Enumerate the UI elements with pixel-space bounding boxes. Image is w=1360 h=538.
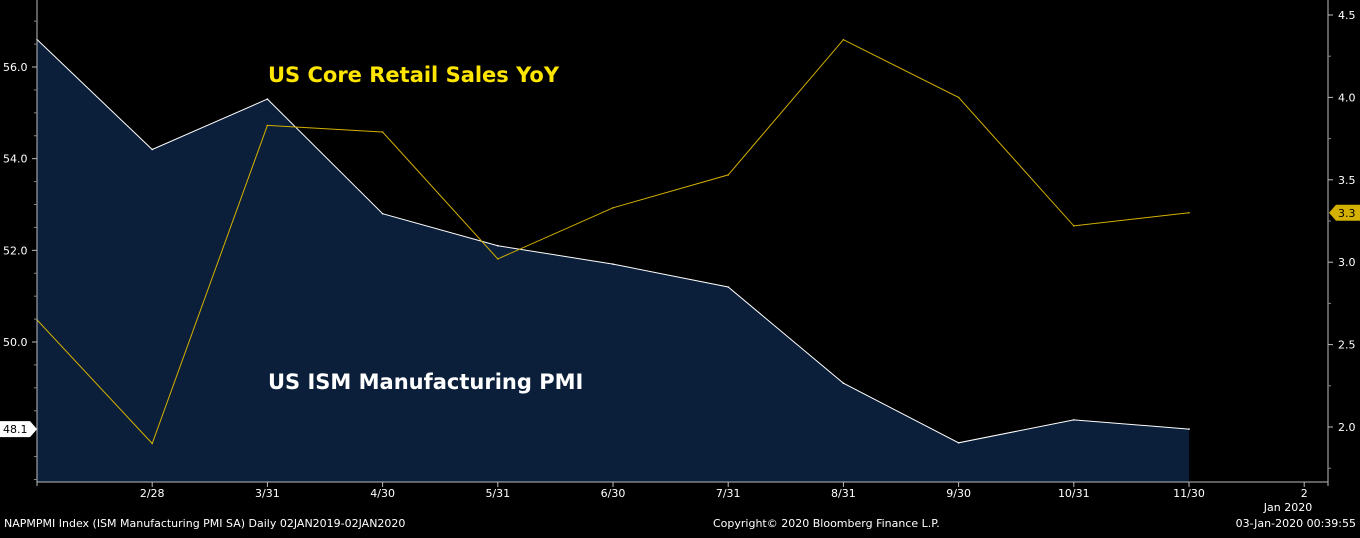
right-axis-tick-label: 2.0 (1338, 421, 1356, 434)
pmi-point (612, 263, 614, 265)
retail-sales-point (612, 207, 614, 209)
retail-sales-annotation: US Core Retail Sales YoY (268, 63, 560, 87)
footer-copyright: Copyright© 2020 Bloomberg Finance L.P. (713, 517, 940, 530)
pmi-annotation: US ISM Manufacturing PMI (268, 370, 583, 394)
pmi-point (266, 98, 269, 100)
right-axis-tick-label: 3.0 (1338, 256, 1356, 269)
retail-sales-point (957, 96, 960, 99)
retail-sales-point (842, 38, 845, 41)
x-axis-tick-label: 7/31 (716, 487, 741, 500)
x-axis-tick-label: 10/31 (1058, 487, 1090, 500)
x-axis-tick-label: 11/30 (1173, 487, 1205, 500)
right-axis-tick-label: 2.5 (1338, 339, 1356, 352)
pmi-point (497, 244, 499, 247)
retail-sales-point (1073, 225, 1075, 227)
right-axis-tick-label: 4.5 (1338, 9, 1356, 22)
footer-timestamp: 03-Jan-2020 00:39:55 (1235, 517, 1356, 530)
left-axis-tick-label: 54.0 (3, 153, 28, 166)
x-axis-tick-label: 4/30 (370, 487, 395, 500)
retail-sales-point (727, 174, 729, 176)
x-axis-tick-label: 8/31 (831, 487, 856, 500)
x-axis-tick-label: 2/28 (140, 487, 165, 500)
x-axis-tick-label: 2 (1301, 487, 1308, 500)
left-axis-tick-label: 56.0 (3, 61, 28, 74)
pmi-area (37, 39, 1189, 482)
pmi-point (1188, 428, 1190, 430)
pmi-point (381, 212, 384, 215)
pmi-point (151, 148, 153, 151)
retail-sales-last-value-label: 3.3 (1338, 207, 1356, 220)
left-axis-tick-label: 50.0 (3, 336, 28, 349)
x-axis-year-label: Jan 2020 (1263, 501, 1312, 514)
pmi-point (727, 286, 729, 288)
left-axis-tick-label: 52.0 (3, 244, 28, 257)
right-axis-tick-label: 3.5 (1338, 174, 1356, 187)
retail-sales-point (151, 442, 153, 445)
x-axis-tick-label: 6/30 (601, 487, 626, 500)
footer-security-description: NAPMPMI Index (ISM Manufacturing PMI SA)… (4, 517, 406, 530)
right-axis-tick-label: 4.0 (1338, 91, 1356, 104)
x-axis-tick-label: 5/31 (485, 487, 510, 500)
pmi-last-value-label: 48.1 (3, 423, 28, 436)
x-axis-tick-label: 3/31 (255, 487, 280, 500)
retail-sales-point (381, 131, 384, 133)
pmi-point (842, 382, 845, 385)
pmi-last-value-tag (0, 421, 37, 438)
pmi-point (1073, 419, 1075, 421)
retail-sales-point (1188, 212, 1190, 214)
retail-sales-last-value-tag (1329, 204, 1360, 221)
retail-sales-point (497, 258, 499, 260)
retail-sales-point (266, 124, 269, 127)
pmi-point (957, 442, 960, 444)
x-axis-tick-label: 9/30 (946, 487, 971, 500)
